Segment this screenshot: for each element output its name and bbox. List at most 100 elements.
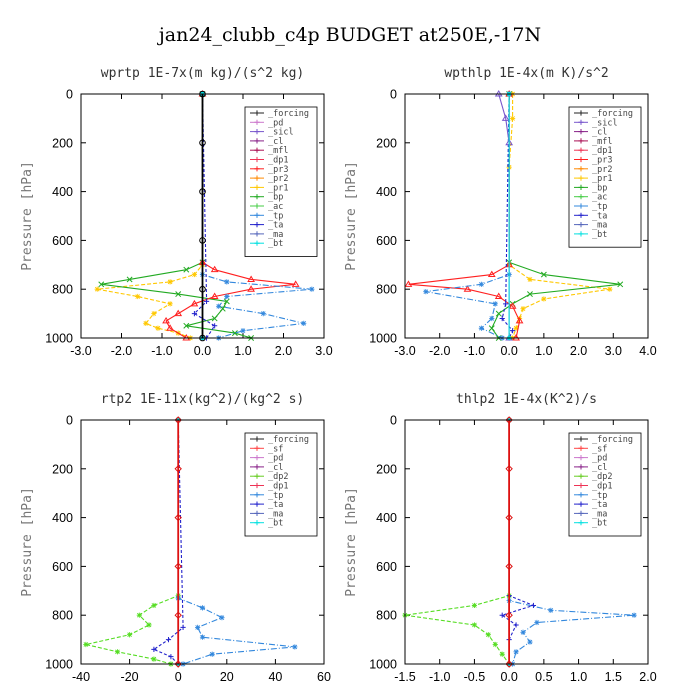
y-tick-label: 800	[52, 283, 73, 297]
legend-entry: _bt	[250, 239, 283, 249]
legend-marker	[254, 492, 260, 498]
legend-entry: _pd	[574, 454, 607, 464]
data-point	[191, 311, 197, 317]
legend-entry: _dp1	[574, 482, 612, 492]
data-point	[175, 291, 182, 298]
data-point	[151, 311, 157, 317]
y-tick-label: 1000	[45, 332, 73, 346]
x-tick-label: 1.0	[535, 344, 552, 358]
series-bp	[98, 91, 255, 341]
data-point	[499, 315, 505, 322]
data-point	[199, 139, 206, 147]
x-tick-label: -1.0	[151, 344, 173, 358]
legend-label: _ta	[592, 211, 607, 221]
legend-marker	[254, 222, 260, 228]
data-point	[223, 298, 230, 305]
y-tick-label: 200	[52, 136, 73, 150]
data-point	[166, 324, 174, 331]
x-tick-label: 0.0	[500, 344, 517, 358]
legend-label: _forcing	[268, 109, 309, 119]
data-point	[174, 611, 182, 619]
legend-label: _forcing	[592, 435, 633, 445]
y-tick-label: 0	[390, 414, 397, 428]
panel-title: wpthlp 1E-4x(m K)/s^2	[444, 66, 608, 81]
legend-label: _tp	[592, 202, 607, 212]
x-tick-label: 1.5	[605, 670, 622, 684]
data-point	[183, 266, 190, 273]
legend-marker	[254, 510, 260, 516]
legend-label: _ac	[268, 202, 283, 212]
data-point	[487, 270, 496, 278]
legend-entry: _forcing	[250, 435, 309, 445]
legend-entry: _ta	[574, 211, 607, 221]
plot-frame	[404, 419, 649, 665]
data-point	[114, 649, 121, 655]
y-tick-label: 400	[376, 185, 397, 199]
data-point	[505, 465, 513, 473]
data-point	[127, 632, 133, 638]
legend-label: _sicl	[268, 128, 294, 138]
legend-entry: _pd	[250, 454, 283, 464]
legend-marker	[578, 194, 584, 200]
legend-marker	[254, 455, 260, 461]
legend-label: _bt	[592, 519, 607, 529]
data-point	[199, 285, 206, 293]
data-point	[499, 651, 505, 657]
series-line	[500, 420, 536, 664]
data-point	[301, 320, 307, 326]
data-point	[478, 281, 484, 287]
legend-label: _ma	[268, 509, 283, 519]
y-axis-label: Pressure [hPa]	[20, 487, 35, 597]
data-point	[513, 325, 519, 331]
series-dp1	[402, 417, 512, 667]
data-point	[247, 275, 255, 282]
data-point	[219, 615, 225, 621]
data-point	[155, 325, 161, 331]
legend-marker	[578, 156, 584, 163]
y-tick-label: 1000	[369, 332, 397, 346]
data-point	[162, 316, 170, 324]
legend-marker	[254, 175, 260, 181]
series-line	[404, 420, 510, 665]
legend-label: _mfl	[268, 146, 288, 156]
x-tick-label: -1.0	[464, 344, 486, 358]
legend-marker	[254, 212, 260, 218]
legend-entry: _sicl	[250, 128, 294, 138]
legend-label: _dp2	[592, 472, 612, 482]
legend-marker	[578, 184, 584, 190]
data-point	[174, 416, 182, 424]
y-tick-label: 600	[52, 234, 73, 248]
y-axis-label: Pressure [hPa]	[344, 161, 359, 271]
y-tick-label: 200	[52, 462, 73, 476]
legend-marker	[254, 203, 260, 209]
plot-frame	[80, 419, 325, 665]
data-point	[541, 296, 547, 302]
series-ta	[499, 417, 537, 667]
y-tick-label: 0	[66, 414, 73, 428]
series-line	[201, 94, 312, 339]
legend-entry: _dp1	[574, 146, 612, 156]
data-point	[505, 513, 513, 522]
legend-marker	[578, 464, 584, 470]
legend-marker	[578, 482, 584, 489]
data-point	[505, 562, 513, 571]
legend-marker	[578, 175, 584, 181]
legend-marker	[578, 110, 584, 116]
data-point	[146, 622, 152, 628]
x-tick-label: -0.5	[464, 670, 486, 684]
legend-label: _ta	[592, 500, 607, 510]
series-forcing	[174, 416, 182, 668]
data-point	[540, 271, 547, 278]
x-tick-label: 60	[317, 670, 331, 684]
legend-entry: _ma	[250, 230, 283, 240]
data-point	[94, 286, 100, 292]
panel-title: thlp2 1E-4x(K^2)/s	[456, 392, 597, 407]
legend-entry: _ta	[250, 221, 283, 231]
data-point	[135, 293, 141, 300]
legend-marker	[254, 156, 260, 163]
legend-marker	[578, 203, 584, 209]
x-tick-label: 40	[268, 670, 282, 684]
legend-marker	[578, 166, 584, 172]
legend-entry: _dp1	[250, 156, 288, 166]
x-tick-label: -3.0	[394, 344, 416, 358]
